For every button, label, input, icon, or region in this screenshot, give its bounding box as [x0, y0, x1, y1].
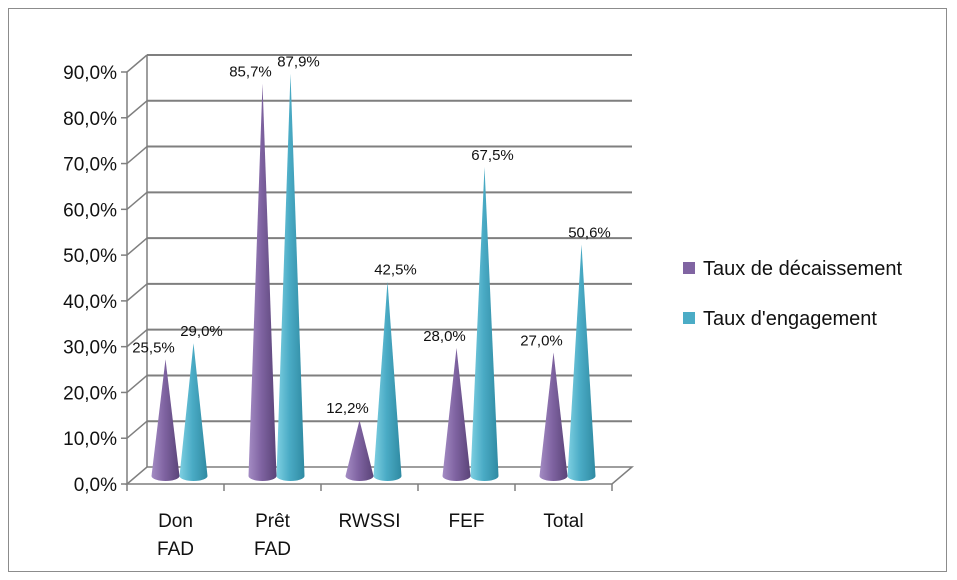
x-category-label: Don [158, 511, 193, 532]
gridline-depth [126, 100, 148, 119]
data-label: 27,0% [520, 332, 563, 349]
cone-bar [539, 352, 568, 482]
y-tick-label: 50,0% [63, 246, 117, 267]
x-category-label: Prêt [255, 511, 291, 532]
y-tick-label: 40,0% [63, 292, 117, 313]
gridline-depth [126, 374, 148, 394]
gridline-depth [126, 54, 148, 73]
legend-swatch [683, 262, 695, 274]
x-category-label: Total [543, 511, 583, 532]
cone-bar [276, 73, 305, 482]
axes [121, 55, 635, 491]
data-label: 85,7% [229, 64, 272, 81]
gridline-depth [126, 283, 148, 302]
cone-bar [567, 244, 596, 482]
legend: Taux de décaissement Taux d'engagement [683, 258, 902, 330]
data-label: 25,5% [132, 339, 175, 356]
cone-bar [442, 347, 471, 482]
y-tick-label: 80,0% [63, 109, 117, 130]
labels: 0,0% 10,0% 20,0% 30,0% 40,0% 50,0% 60,0% 70,0% 8… [63, 54, 611, 560]
cone-bar [470, 167, 499, 482]
chart-frame [8, 8, 947, 572]
data-label: 67,5% [471, 147, 514, 164]
cone-bar [345, 420, 374, 482]
legend-label: Taux d'engagement [703, 308, 877, 330]
y-tick-label: 60,0% [63, 200, 117, 221]
y-tick-label: 90,0% [63, 63, 117, 84]
data-label: 50,6% [568, 224, 611, 241]
gridline-depth [126, 191, 148, 210]
y-tick-label: 30,0% [63, 338, 117, 359]
x-category-label: FAD [157, 539, 194, 560]
y-tick-label: 0,0% [74, 475, 117, 496]
gridline-depth [126, 329, 148, 348]
x-category-label: FAD [254, 539, 291, 560]
y-tick-label: 70,0% [63, 155, 117, 176]
legend-label: Taux de décaissement [703, 258, 902, 280]
cones [151, 73, 596, 482]
data-label: 12,2% [326, 400, 369, 417]
cone-bar [151, 359, 180, 482]
data-label: 87,9% [277, 54, 320, 71]
x-category-label: RWSSI [339, 511, 401, 532]
data-label: 28,0% [423, 328, 466, 345]
cone-bar [373, 281, 402, 482]
data-label: 42,5% [374, 261, 417, 278]
gridline-depth [126, 145, 148, 165]
cone-bar [248, 83, 277, 482]
gridline-depth [126, 420, 148, 439]
floor [124, 466, 635, 485]
data-label: 29,0% [180, 323, 223, 340]
y-tick-label: 20,0% [63, 383, 117, 404]
x-category-label: FEF [449, 511, 485, 532]
legend-swatch [683, 312, 695, 324]
y-tick-label: 10,0% [63, 429, 117, 450]
cone-bar [179, 343, 208, 482]
gridline-depth [126, 237, 148, 256]
